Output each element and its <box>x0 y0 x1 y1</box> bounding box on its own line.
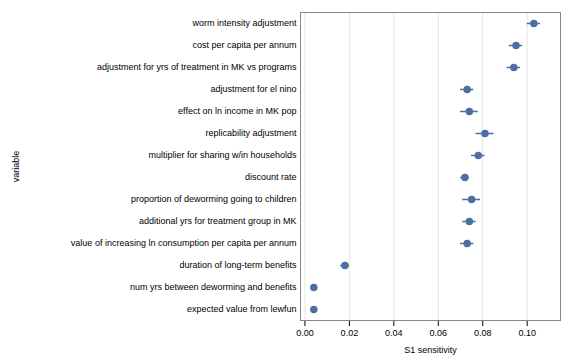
svg-text:expected value from lewfun: expected value from lewfun <box>187 304 297 314</box>
svg-text:cost per capita per annum: cost per capita per annum <box>192 40 296 50</box>
svg-text:0.08: 0.08 <box>474 328 492 338</box>
svg-text:replicability adjustment: replicability adjustment <box>205 128 297 138</box>
svg-text:0.06: 0.06 <box>430 328 448 338</box>
svg-text:S1 sensitivity: S1 sensitivity <box>404 345 457 355</box>
svg-text:additional yrs for treatment g: additional yrs for treatment group in MK <box>139 216 297 226</box>
svg-text:discount rate: discount rate <box>245 172 297 182</box>
svg-text:value of increasing ln consump: value of increasing ln consumption per c… <box>71 238 297 248</box>
svg-text:multiplier for sharing w/in ho: multiplier for sharing w/in households <box>148 150 297 160</box>
svg-text:adjustment for el nino: adjustment for el nino <box>210 84 296 94</box>
svg-text:variable: variable <box>11 151 21 183</box>
svg-text:effect on ln income in MK pop: effect on ln income in MK pop <box>178 106 296 116</box>
svg-text:num yrs between deworming and: num yrs between deworming and benefits <box>130 282 297 292</box>
svg-text:adjustment for yrs of treatmen: adjustment for yrs of treatment in MK vs… <box>97 62 297 72</box>
svg-text:worm intensity adjustment: worm intensity adjustment <box>191 18 297 28</box>
svg-text:0.10: 0.10 <box>518 328 536 338</box>
svg-text:0.02: 0.02 <box>341 328 359 338</box>
svg-text:proportion of deworming going: proportion of deworming going to childre… <box>131 194 297 204</box>
svg-text:0.04: 0.04 <box>385 328 403 338</box>
svg-text:duration of long-term benefits: duration of long-term benefits <box>179 260 297 270</box>
svg-text:0.00: 0.00 <box>296 328 314 338</box>
